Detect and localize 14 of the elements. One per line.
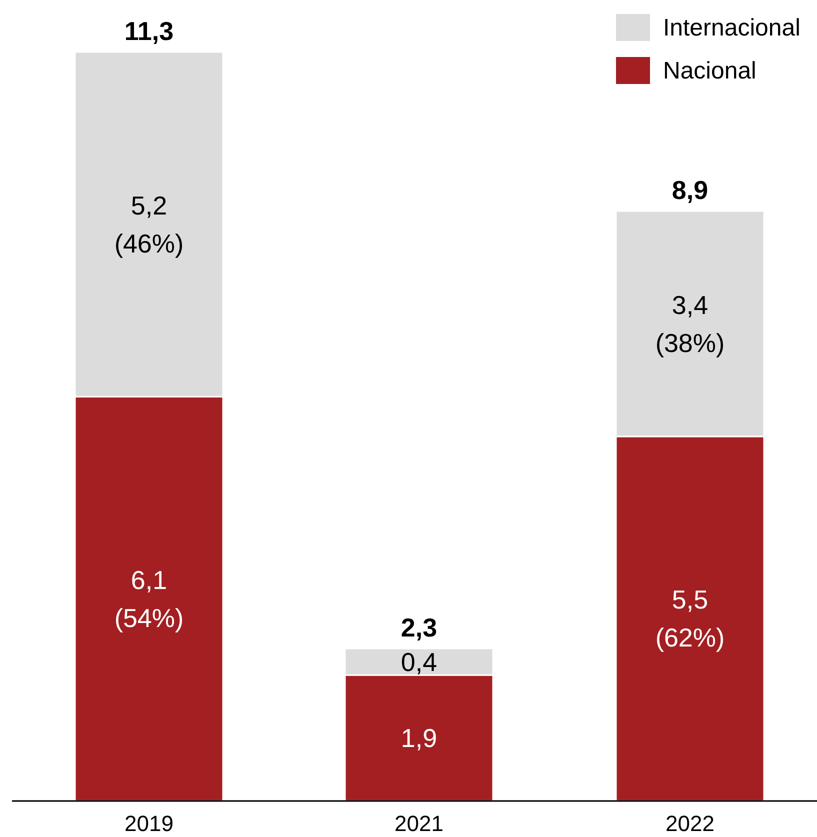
x-tick-label: 2019	[124, 811, 174, 836]
total-label: 11,3	[124, 16, 174, 46]
data-label: 5,2 (46%)	[114, 190, 184, 258]
data-label: 6,1 (54%)	[114, 564, 184, 633]
total-label: 2,3	[400, 612, 438, 643]
x-tick-label: 2021	[394, 811, 444, 836]
data-label: 5,5 (62%)	[655, 584, 725, 653]
legend-label: Internacional	[663, 14, 800, 42]
x-tick-label: 2022	[666, 811, 714, 836]
legend-label: Nacional	[663, 58, 756, 84]
data-label: 1,9	[400, 723, 438, 754]
total-label: 8,9	[672, 175, 708, 206]
data-label: 3,4 (38%)	[655, 290, 725, 358]
data-label: 0,4	[400, 646, 438, 677]
